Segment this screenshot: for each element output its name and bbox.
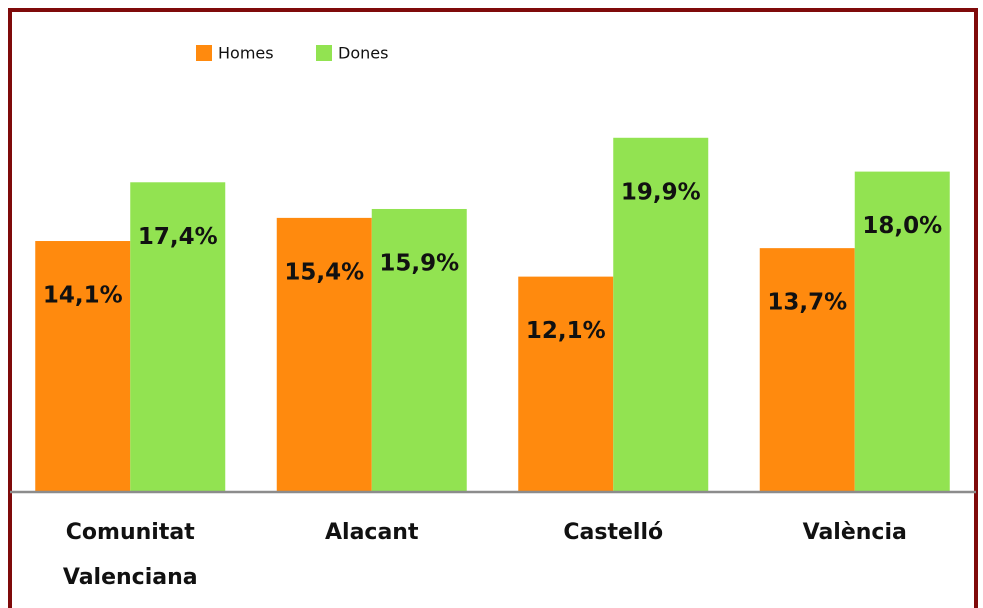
- legend-label: Homes: [218, 44, 274, 63]
- bar: [371, 208, 467, 493]
- x-tick-label: Alacant: [325, 520, 419, 545]
- value-label: 14,1%: [43, 283, 123, 309]
- x-tick-label: València: [802, 520, 907, 545]
- legend-label: Dones: [338, 44, 388, 63]
- value-label: 12,1%: [526, 318, 606, 344]
- x-tick-label: Castelló: [563, 520, 664, 545]
- value-label: 13,7%: [767, 290, 847, 316]
- x-tick-label: Comunitat Valenciana: [62, 520, 198, 590]
- bar: [35, 241, 131, 492]
- value-label: 17,4%: [138, 224, 218, 250]
- bar: [518, 276, 614, 492]
- bar: [130, 182, 226, 492]
- bar: [613, 137, 709, 492]
- legend-swatch: [196, 45, 212, 61]
- value-label: 18,0%: [862, 213, 942, 239]
- value-label: 19,9%: [621, 179, 701, 205]
- value-label: 15,4%: [284, 259, 364, 285]
- bar: [759, 248, 855, 492]
- value-label: 15,9%: [379, 250, 459, 276]
- legend-swatch: [316, 45, 332, 61]
- bar: [854, 171, 950, 492]
- bar: [276, 217, 372, 492]
